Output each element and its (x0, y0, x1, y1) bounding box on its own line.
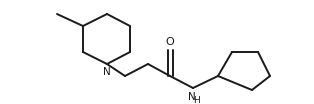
Text: H: H (194, 96, 200, 104)
Text: N: N (103, 67, 111, 77)
Text: N: N (188, 92, 196, 102)
Text: O: O (165, 37, 174, 47)
